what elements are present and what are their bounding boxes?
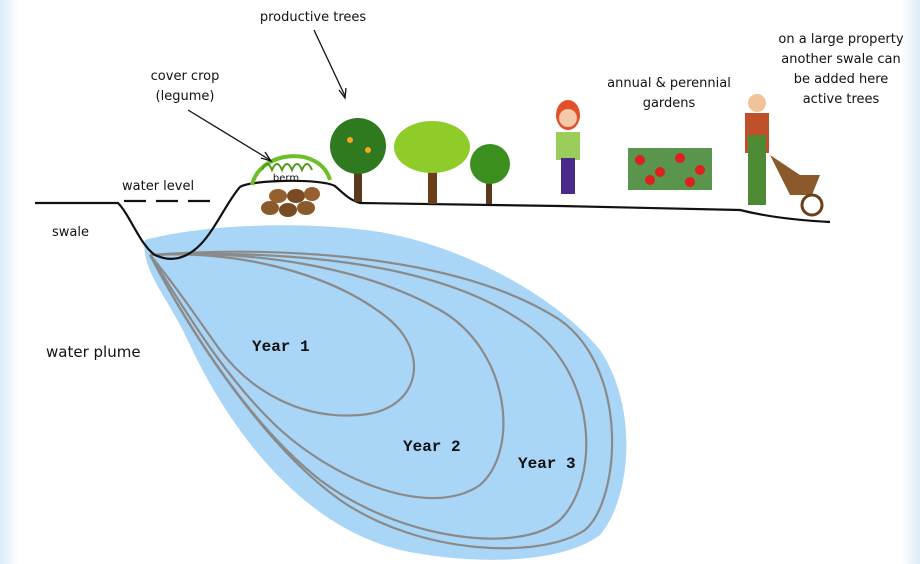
year-label: Year 3 [518, 455, 576, 473]
label: swale [52, 225, 89, 240]
arrow [314, 30, 345, 96]
label: annual & perennial [607, 76, 731, 91]
year-label: Year 2 [403, 438, 461, 456]
label: productive trees [260, 10, 367, 25]
arrow [188, 110, 270, 160]
label: be added here [794, 72, 889, 87]
label: cover crop [151, 69, 220, 84]
label: water level [122, 179, 194, 194]
label: another swale can [781, 52, 900, 67]
diagram: productive trees cover crop (legume) ber… [0, 0, 920, 564]
year-label: Year 1 [252, 338, 310, 356]
tree-icons [330, 118, 510, 204]
farmer-icon [745, 94, 822, 215]
water-plume-area [144, 225, 626, 560]
person-icon [556, 100, 580, 194]
garden-icon [628, 148, 712, 190]
edge-shade [0, 0, 18, 564]
label: gardens [643, 96, 696, 111]
berm-icon [252, 156, 330, 217]
label: active trees [803, 92, 880, 107]
label: on a large property [778, 32, 903, 47]
arrow [261, 152, 271, 161]
label: berm [273, 173, 299, 184]
label: water plume [46, 343, 141, 361]
edge-shade [902, 0, 920, 564]
label: (legume) [156, 89, 215, 104]
